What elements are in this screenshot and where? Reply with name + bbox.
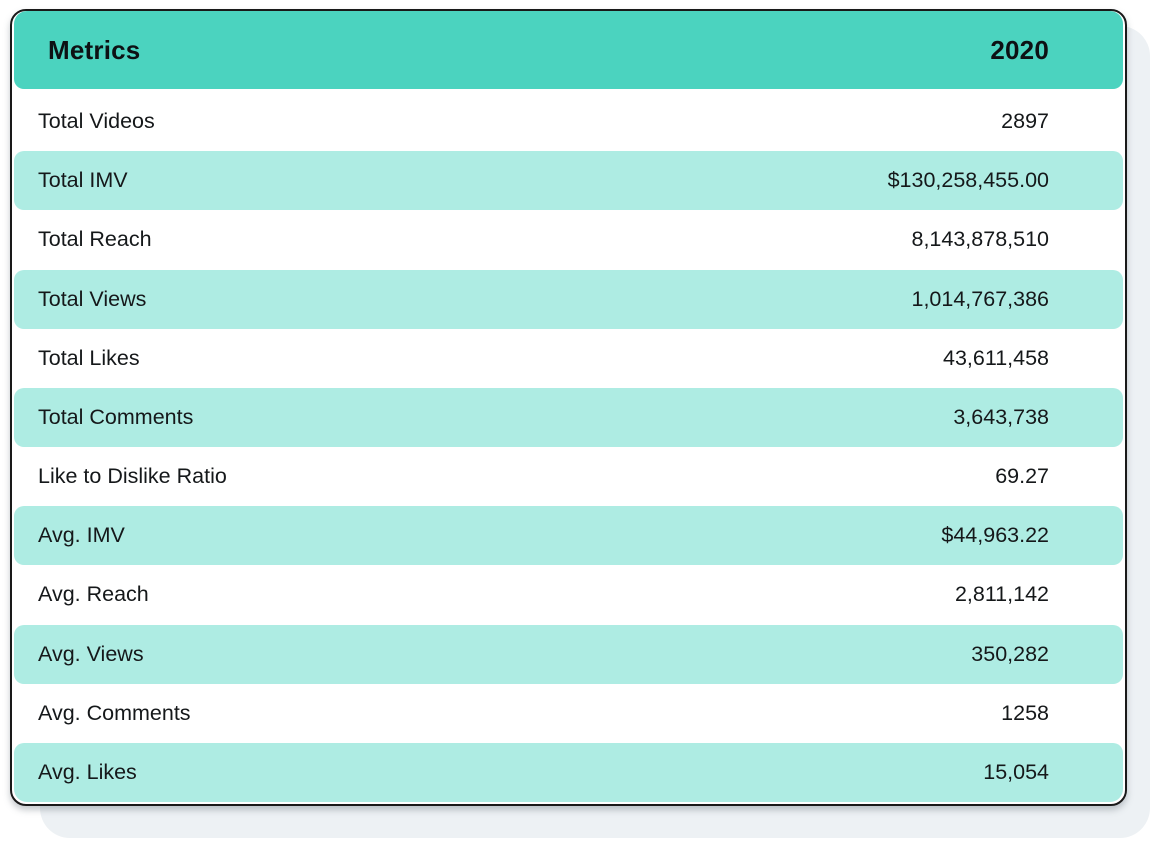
header-metrics-column-label: Metrics xyxy=(48,34,141,65)
table-row: Avg. Comments 1258 xyxy=(14,683,1123,743)
table-row: Avg. Views 350,282 xyxy=(14,624,1123,684)
row-label: Avg. IMV xyxy=(38,523,125,548)
row-value: 69.27 xyxy=(995,464,1049,489)
row-label: Avg. Likes xyxy=(38,759,137,784)
table-row: Avg. Reach 2,811,142 xyxy=(14,565,1123,625)
table-row: Total Views 1,014,767,386 xyxy=(14,269,1123,329)
row-label: Avg. Comments xyxy=(38,700,191,725)
row-value: 8,143,878,510 xyxy=(911,227,1050,252)
row-label: Total IMV xyxy=(38,168,128,193)
table-row: Total IMV $130,258,455.00 xyxy=(14,151,1123,211)
table-row: Like to Dislike Ratio 69.27 xyxy=(14,447,1123,507)
table-row: Total Likes 43,611,458 xyxy=(14,328,1123,388)
row-value: 43,611,458 xyxy=(942,345,1049,370)
row-label: Total Videos xyxy=(38,109,155,134)
row-value: 2,811,142 xyxy=(954,582,1049,607)
table-row: Total Videos 2897 xyxy=(14,92,1123,152)
row-value: 1,014,767,386 xyxy=(911,286,1050,311)
row-label: Total Reach xyxy=(38,227,152,252)
header-year-column-label: 2020 xyxy=(990,34,1049,65)
row-value: 1258 xyxy=(1001,700,1049,725)
row-label: Avg. Views xyxy=(38,641,144,666)
table-body: Total Videos 2897 Total IMV $130,258,455… xyxy=(12,89,1125,804)
row-label: Total Views xyxy=(38,286,147,311)
row-value: $44,963.22 xyxy=(941,523,1049,548)
table-row: Avg. IMV $44,963.22 xyxy=(14,506,1123,566)
row-value: 350,282 xyxy=(971,641,1049,666)
row-value: 2897 xyxy=(1001,109,1049,134)
row-label: Like to Dislike Ratio xyxy=(38,464,227,489)
row-value: 15,054 xyxy=(983,759,1049,784)
row-value: $130,258,455.00 xyxy=(887,168,1049,193)
table-row: Total Reach 8,143,878,510 xyxy=(14,210,1123,270)
row-label: Avg. Reach xyxy=(38,582,149,607)
row-value: 3,643,738 xyxy=(953,404,1049,429)
table-row: Avg. Likes 15,054 xyxy=(14,742,1123,803)
metrics-table-card: Metrics 2020 Total Videos 2897 Total IMV… xyxy=(10,9,1127,806)
row-label: Total Likes xyxy=(38,345,140,370)
table-header: Metrics 2020 xyxy=(14,11,1123,89)
table-row: Total Comments 3,643,738 xyxy=(14,387,1123,448)
row-label: Total Comments xyxy=(38,404,194,429)
